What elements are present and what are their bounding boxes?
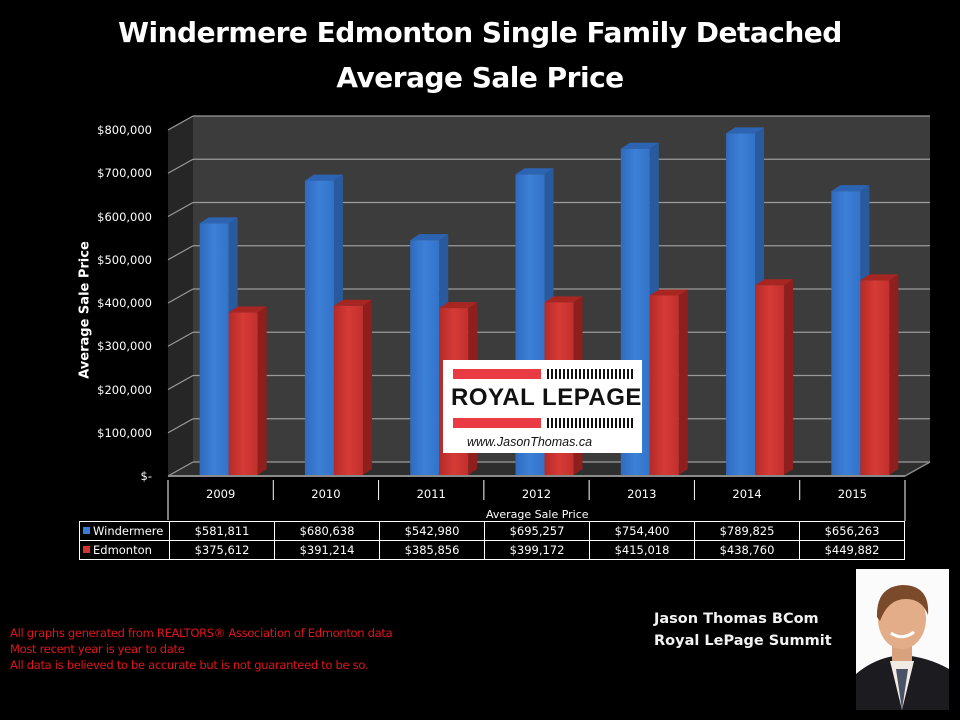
x-tick-label: 2014 xyxy=(732,487,762,501)
logo-red-bar xyxy=(453,418,541,428)
floor-edge xyxy=(904,461,931,477)
y-tick-label: $500,000 xyxy=(97,252,152,267)
table-cell: $399,172 xyxy=(484,540,590,560)
x-tick-label: 2012 xyxy=(521,487,552,501)
table-cell: $754,400 xyxy=(589,521,695,541)
y-tick-label: $600,000 xyxy=(97,209,152,224)
table-row: Windermere $581,811 $680,638 $542,980 $695,2… xyxy=(79,521,905,541)
table-cell: $680,638 xyxy=(274,521,380,541)
gridline xyxy=(167,245,194,261)
agent-company: Royal LePage Summit xyxy=(654,633,832,649)
legend-swatch-icon xyxy=(83,527,90,534)
x-tick-label: 2009 xyxy=(206,487,236,501)
chart-title-line2: Average Sale Price xyxy=(336,61,624,94)
legend-swatch-icon xyxy=(83,546,90,553)
bar-edmonton-2009 xyxy=(228,306,267,475)
gridline xyxy=(167,331,194,347)
gridline xyxy=(167,158,194,174)
bar-edmonton-2013 xyxy=(649,289,688,475)
y-tick-label: $300,000 xyxy=(97,339,152,354)
gridline xyxy=(167,461,194,477)
bar-edmonton-2010 xyxy=(333,299,372,475)
logo-brand-text: ROYAL LEPAGE xyxy=(451,384,642,411)
table-cell: $385,856 xyxy=(379,540,485,560)
y-tick-label: $- xyxy=(140,469,152,483)
disclaimer: All graphs generated from REALTORS® Asso… xyxy=(10,625,393,673)
person-portrait-icon xyxy=(856,569,949,710)
bar-edmonton-2015 xyxy=(860,274,899,475)
table-cell: $789,825 xyxy=(694,521,800,541)
legend-entry: Edmonton xyxy=(79,540,170,560)
y-tick-label: $700,000 xyxy=(97,166,152,181)
table-cell: $375,612 xyxy=(169,540,275,560)
disclaimer-line: All data is believed to be accurate but … xyxy=(10,658,369,672)
x-axis-label: Average Sale Price xyxy=(486,508,589,521)
agent-name: Jason Thomas BCom xyxy=(654,611,819,627)
data-table: Windermere $581,811 $680,638 $542,980 $695,2… xyxy=(79,521,905,560)
table-cell: $581,811 xyxy=(169,521,275,541)
legend-entry: Windermere xyxy=(79,521,170,541)
table-cell: $391,214 xyxy=(274,540,380,560)
x-tick-label: 2015 xyxy=(837,487,867,501)
x-tick-label: 2011 xyxy=(416,487,446,501)
disclaimer-line: All graphs generated from REALTORS® Asso… xyxy=(10,626,393,640)
x-tick-label: 2010 xyxy=(311,487,341,501)
y-tick-label: $800,000 xyxy=(97,123,152,137)
gridline xyxy=(167,115,194,131)
y-tick-label: $400,000 xyxy=(97,296,152,310)
gridline xyxy=(167,374,194,391)
x-tick-label: 2013 xyxy=(627,487,657,501)
agent-info: Jason Thomas BCom Royal LePage Summit xyxy=(654,608,832,652)
gridline xyxy=(167,288,194,304)
table-cell: $695,257 xyxy=(484,521,590,541)
table-cell: $415,018 xyxy=(589,540,695,560)
gridline xyxy=(167,201,194,218)
table-cell: $542,980 xyxy=(379,521,485,541)
agent-photo xyxy=(856,569,949,710)
bar-edmonton-2014 xyxy=(755,279,794,475)
y-tick-label: $100,000 xyxy=(97,425,152,440)
logo-red-bar xyxy=(453,369,541,379)
royal-lepage-logo: ROYAL LEPAGE www.JasonThomas.ca xyxy=(443,360,642,453)
table-cell: $438,760 xyxy=(694,540,800,560)
logo-barcode-lines xyxy=(547,369,635,379)
gridline xyxy=(167,418,194,434)
y-tick-label: $200,000 xyxy=(97,382,152,397)
logo-barcode-lines xyxy=(547,418,635,428)
logo-website-url: www.JasonThomas.ca xyxy=(467,435,593,449)
disclaimer-line: Most recent year is year to date xyxy=(10,642,185,656)
table-cell: $656,263 xyxy=(799,521,905,541)
table-row: Edmonton $375,612 $391,214 $385,856 $399,172… xyxy=(79,540,905,560)
y-axis-label: Average Sale Price xyxy=(77,241,93,379)
chart-title-line1: Windermere Edmonton Single Family Detach… xyxy=(118,16,842,49)
table-cell: $449,882 xyxy=(799,540,905,560)
